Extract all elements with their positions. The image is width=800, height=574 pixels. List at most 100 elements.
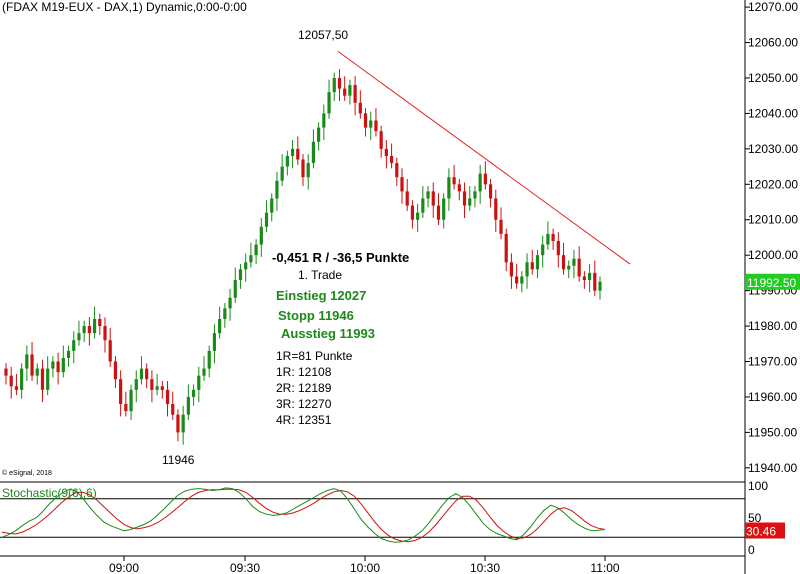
r2-label: 2R: 12189 — [276, 381, 332, 395]
candle-body — [9, 375, 13, 387]
candle-body — [25, 354, 29, 369]
chart-title: (FDAX M19-EUX - DAX,1) Dynamic,0:00-0:00 — [2, 0, 247, 14]
candle-body — [176, 414, 180, 433]
stoch-tick-label: 50 — [748, 511, 762, 525]
candle-body — [337, 77, 342, 89]
candlestick-series — [4, 69, 602, 445]
price-tick-label: 12030.00 — [748, 142, 798, 156]
candle-body — [410, 205, 415, 220]
candle-body — [124, 404, 128, 412]
candle-body — [551, 233, 555, 241]
entry-label: Einstieg 12027 — [276, 288, 367, 303]
candle-body — [103, 326, 107, 341]
stoch-tick-label: 0 — [748, 543, 755, 557]
candle-body — [181, 414, 185, 433]
stop-label: Stopp 11946 — [278, 308, 354, 323]
candle-body — [165, 389, 170, 405]
candle-body — [567, 265, 571, 270]
candle-body — [51, 361, 55, 369]
candle-body — [494, 198, 498, 220]
candle-body — [546, 233, 550, 245]
candle-body — [343, 88, 347, 96]
candle-body — [358, 102, 362, 114]
candle-body — [598, 281, 602, 291]
candle-body — [327, 92, 331, 114]
candle-body — [400, 177, 404, 192]
exit-label: Ausstieg 11993 — [281, 326, 375, 341]
candle-body — [572, 258, 576, 266]
price-badge-label: 11992.50 — [747, 276, 796, 290]
price-tick-label: 12060.00 — [748, 36, 798, 50]
price-tick-label: 11980.00 — [748, 319, 797, 333]
candle-body — [212, 333, 217, 351]
candle-body — [82, 326, 86, 334]
candle-body — [473, 191, 477, 199]
candle-body — [348, 85, 352, 96]
candle-body — [379, 131, 383, 149]
candle-body — [587, 272, 592, 280]
candle-body — [254, 244, 258, 256]
candle-body — [509, 262, 514, 277]
candle-body — [515, 276, 519, 284]
candle-body — [317, 127, 321, 142]
candle-body — [218, 318, 222, 334]
candle-body — [421, 198, 425, 213]
time-tick-label: 09:00 — [109, 561, 139, 574]
candle-body — [160, 386, 164, 390]
copyright-label: © eSignal, 2018 — [2, 470, 52, 477]
candle-body — [541, 244, 545, 256]
candle-body — [447, 177, 451, 199]
candle-body — [452, 177, 456, 185]
stochastic-panel: 100 50 0 — [0, 479, 768, 557]
result-label: -0,451 R / -36,5 Punkte — [272, 250, 410, 265]
candle-body — [285, 155, 289, 167]
time-tick-label: 10:30 — [470, 561, 500, 574]
candle-body — [416, 212, 420, 220]
candle-body — [332, 77, 336, 93]
candle-body — [4, 368, 8, 376]
stoch-badge-label: 30.46 — [746, 525, 776, 539]
candle-body — [150, 379, 154, 390]
stochastic-label: Stochastic(9(6),6) — [2, 486, 97, 500]
candle-body — [155, 386, 159, 390]
candle-body — [20, 368, 24, 390]
candle-body — [488, 184, 493, 199]
candle-body — [436, 205, 441, 220]
candle-body — [504, 233, 508, 263]
price-tick-label: 11950.00 — [748, 425, 797, 439]
price-tick-label: 12000.00 — [748, 248, 798, 262]
price-tick-label: 11970.00 — [748, 355, 797, 369]
candle-body — [207, 350, 211, 369]
low-label: 11946 — [162, 453, 195, 467]
candle-body — [290, 148, 295, 156]
stoch-k-line — [1, 487, 606, 543]
candle-body — [46, 368, 50, 390]
r3-label: 3R: 12270 — [276, 397, 332, 411]
value-badges: 11992.50 30.46 — [745, 273, 800, 539]
stoch-d-line — [1, 488, 606, 543]
candle-body — [30, 354, 34, 376]
candle-body — [233, 279, 237, 298]
candle-body — [223, 308, 227, 319]
candle-body — [202, 368, 206, 376]
candle-body — [296, 148, 300, 160]
price-tick-label: 12070.00 — [748, 0, 798, 14]
candle-body — [40, 368, 45, 390]
candle-body — [56, 361, 60, 373]
candle-body — [280, 166, 284, 181]
price-tick-label: 12010.00 — [748, 213, 798, 227]
price-tick-label: 12020.00 — [748, 177, 798, 191]
candle-body — [249, 255, 253, 263]
candle-body — [483, 173, 487, 185]
candle-body — [462, 191, 467, 206]
candle-body — [129, 389, 133, 412]
candle-body — [478, 173, 482, 192]
time-tick-label: 10:00 — [350, 561, 380, 574]
candle-body — [442, 198, 446, 220]
trade-label: 1. Trade — [298, 268, 343, 282]
candle-body — [395, 163, 399, 178]
candle-body — [134, 379, 138, 390]
candle-body — [431, 191, 435, 206]
price-badge — [745, 273, 800, 290]
